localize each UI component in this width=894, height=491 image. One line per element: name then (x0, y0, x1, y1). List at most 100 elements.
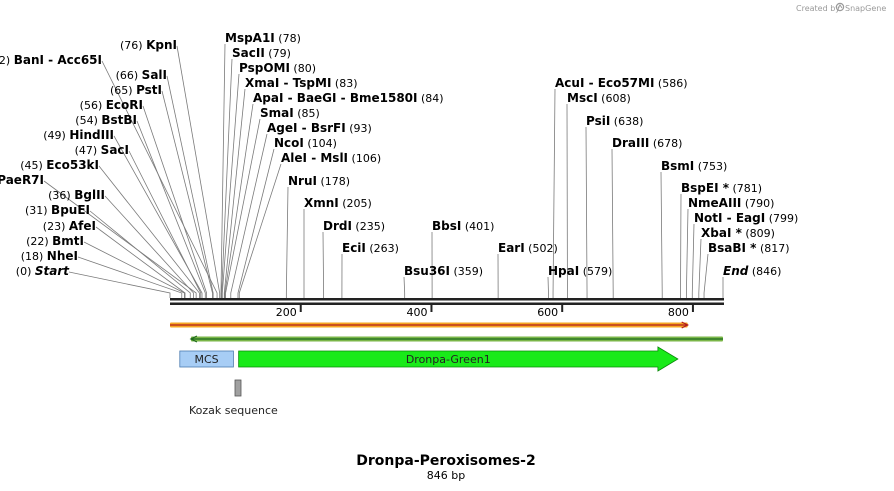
enzyme-name: NotI (694, 211, 723, 225)
site-lead-line (698, 238, 702, 298)
site-label: BbsI (401) (432, 219, 494, 233)
site-position: (56) (80, 99, 106, 112)
site-lead-line (238, 163, 282, 298)
enzyme-name: Bme1580I (350, 91, 418, 105)
site-position: (36) (48, 189, 74, 202)
site-lead-line (161, 90, 213, 298)
site-label: (40) XhoI - PaeR7I (0, 173, 44, 187)
enzyme-name: PaeR7I (0, 173, 44, 187)
enzyme-name: BstBI (101, 113, 137, 127)
enzyme-name: - (279, 76, 292, 90)
site-position: (359) (450, 265, 483, 278)
site-lead-line (703, 253, 709, 298)
enzyme-name: MslI (320, 151, 348, 165)
enzyme-name: - (337, 91, 350, 105)
ruler-tick (561, 305, 564, 312)
enzyme-name: XbaI * (701, 226, 743, 240)
enzyme-name: SacI (101, 143, 129, 157)
enzyme-name: NcoI (274, 136, 304, 150)
site-position: (76) (120, 39, 146, 52)
site-position: (401) (461, 220, 494, 233)
site-label: End (846) (723, 264, 781, 278)
site-position: (678) (649, 137, 682, 150)
enzyme-name: ApaI (253, 91, 283, 105)
enzyme-name: AleI (281, 151, 307, 165)
site-label: BspEI * (781) (681, 181, 762, 195)
site-position: (235) (352, 220, 385, 233)
enzyme-name: Eco53kI (46, 158, 99, 172)
feature-dronpa-green1: Dronpa-Green1 (238, 346, 679, 372)
site-position: (47) (75, 144, 101, 157)
ruler-tick-label: 400 (406, 306, 427, 319)
enzyme-name: Eco57MI (598, 76, 655, 90)
site-lead-line (691, 223, 695, 298)
ruler: 200 400 600 800 (276, 305, 694, 319)
site-label: (56) EcoRI (80, 98, 143, 112)
site-label: NruI (178) (288, 174, 350, 188)
enzyme-name: BanI (14, 53, 44, 67)
enzyme-name: HpaI (548, 264, 579, 278)
site-label: SmaI (85) (260, 106, 320, 120)
site-position: (608) (598, 92, 631, 105)
site-label: (22) BmtI (26, 234, 84, 248)
site-lead-line (225, 118, 261, 298)
map-length: 846 bp (427, 469, 465, 482)
site-label: (0) Start (16, 264, 70, 278)
enzyme-name: PstI (136, 83, 162, 97)
enzyme-name: Start (35, 264, 70, 278)
site-lead-line (230, 133, 268, 298)
enzyme-name: Bsu36I (404, 264, 450, 278)
enzyme-name: SalI (142, 68, 167, 82)
site-lead-line (660, 171, 663, 298)
enzyme-name: BspEI * (681, 181, 730, 195)
orf-track (170, 321, 724, 343)
ruler-tick-label: 600 (537, 306, 558, 319)
enzyme-name: NmeAIII (688, 196, 741, 210)
site-label: (47) SacI (75, 143, 129, 157)
site-label: HpaI (579) (548, 264, 612, 278)
enzyme-name: - (584, 76, 597, 90)
site-position: (846) (748, 265, 781, 278)
site-label: (54) BstBI (75, 113, 137, 127)
site-position: (45) (20, 159, 46, 172)
enzyme-name: BsmI (661, 159, 694, 173)
enzyme-name: TspMI (293, 76, 332, 90)
site-label: (49) HindIII (43, 128, 114, 142)
enzyme-name: BsrFI (311, 121, 346, 135)
enzyme-name: BsaBI * (708, 241, 757, 255)
site-position: (54) (75, 114, 101, 127)
enzyme-name: - (283, 91, 296, 105)
ruler-tick (691, 305, 694, 312)
enzyme-name: SmaI (260, 106, 294, 120)
credit-prefix: Created by (796, 4, 840, 13)
site-position: (79) (265, 47, 291, 60)
site-position: (817) (756, 242, 789, 255)
site-position: (83) (331, 77, 357, 90)
enzyme-name: EciI (342, 241, 366, 255)
site-lead-line (95, 226, 186, 298)
site-label: (18) NheI (21, 249, 78, 263)
site-label: (72) BanI - Acc65I (0, 53, 102, 67)
enzyme-name: - (297, 121, 310, 135)
site-position: (781) (729, 182, 762, 195)
site-position: (93) (346, 122, 372, 135)
site-position: (49) (43, 129, 69, 142)
enzyme-name: PsiI (586, 114, 610, 128)
enzyme-name: AcuI (555, 76, 584, 90)
site-label: AcuI - Eco57MI (586) (555, 76, 688, 90)
site-lead-line (113, 135, 203, 298)
site-lead-line (176, 45, 221, 298)
site-lead-line (104, 195, 194, 298)
enzyme-name: DraIII (612, 136, 649, 150)
enzyme-name: - (307, 151, 320, 165)
site-position: (753) (694, 160, 727, 173)
site-lead-line (221, 73, 240, 298)
site-position: (205) (339, 197, 372, 210)
enzyme-name: BmtI (52, 234, 84, 248)
site-label: EarI (502) (498, 241, 558, 255)
site-position: (85) (294, 107, 320, 120)
ruler-tick-label: 800 (668, 306, 689, 319)
snapgene-logo-icon (835, 2, 845, 12)
site-lead-line (403, 276, 406, 298)
